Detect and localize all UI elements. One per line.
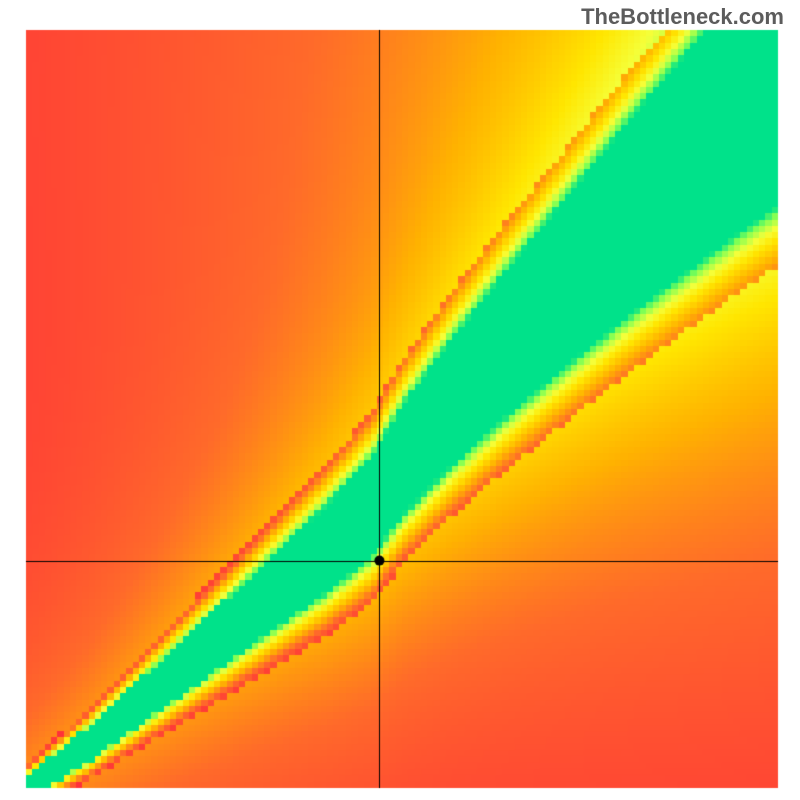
heatmap-overlay — [0, 0, 800, 800]
heatmap-container: TheBottleneck.com — [0, 0, 800, 800]
watermark-text: TheBottleneck.com — [581, 4, 784, 30]
